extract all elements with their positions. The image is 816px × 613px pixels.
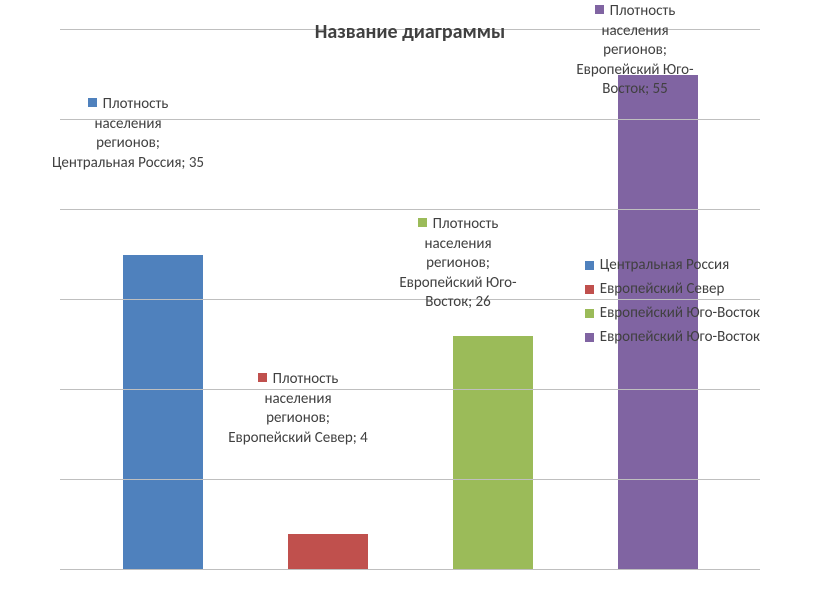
data-label-marker — [418, 218, 427, 227]
legend-marker — [585, 261, 594, 270]
bar-slot — [283, 534, 373, 570]
legend-item: Европейский Юго-Восток — [585, 328, 760, 346]
legend-label: Европейский Юго-Восток — [600, 328, 760, 346]
gridline — [60, 569, 760, 570]
bar-slot — [448, 336, 538, 570]
legend-item: Центральная Россия — [585, 256, 760, 274]
gridline — [60, 209, 760, 210]
legend-marker — [585, 333, 594, 342]
bar — [453, 336, 533, 570]
data-label: Плотностьнаселениярегионов;Европейский С… — [218, 370, 378, 448]
bar — [123, 255, 203, 570]
gridline — [60, 479, 760, 480]
chart-container: Название диаграммы Центральная РоссияЕвр… — [60, 20, 760, 580]
data-label-marker — [595, 5, 604, 14]
legend-marker — [585, 285, 594, 294]
data-label: Плотностьнаселениярегионов;Европейский Ю… — [555, 2, 715, 100]
data-label: Плотностьнаселениярегионов;Европейский Ю… — [378, 215, 538, 313]
data-label: Плотностьнаселениярегионов;Центральная Р… — [48, 95, 208, 173]
legend: Центральная Россия Европейский Север Европ… — [585, 250, 760, 352]
legend-item: Европейский Север — [585, 280, 760, 298]
data-label-marker — [88, 98, 97, 107]
legend-marker — [585, 309, 594, 318]
data-label-marker — [258, 373, 267, 382]
bar — [288, 534, 368, 570]
legend-label: Европейский Север — [600, 280, 725, 298]
legend-item: Европейский Юго-Восток — [585, 304, 760, 322]
legend-label: Центральная Россия — [600, 256, 730, 274]
bar-slot — [118, 255, 208, 570]
gridline — [60, 389, 760, 390]
legend-label: Европейский Юго-Восток — [600, 304, 760, 322]
